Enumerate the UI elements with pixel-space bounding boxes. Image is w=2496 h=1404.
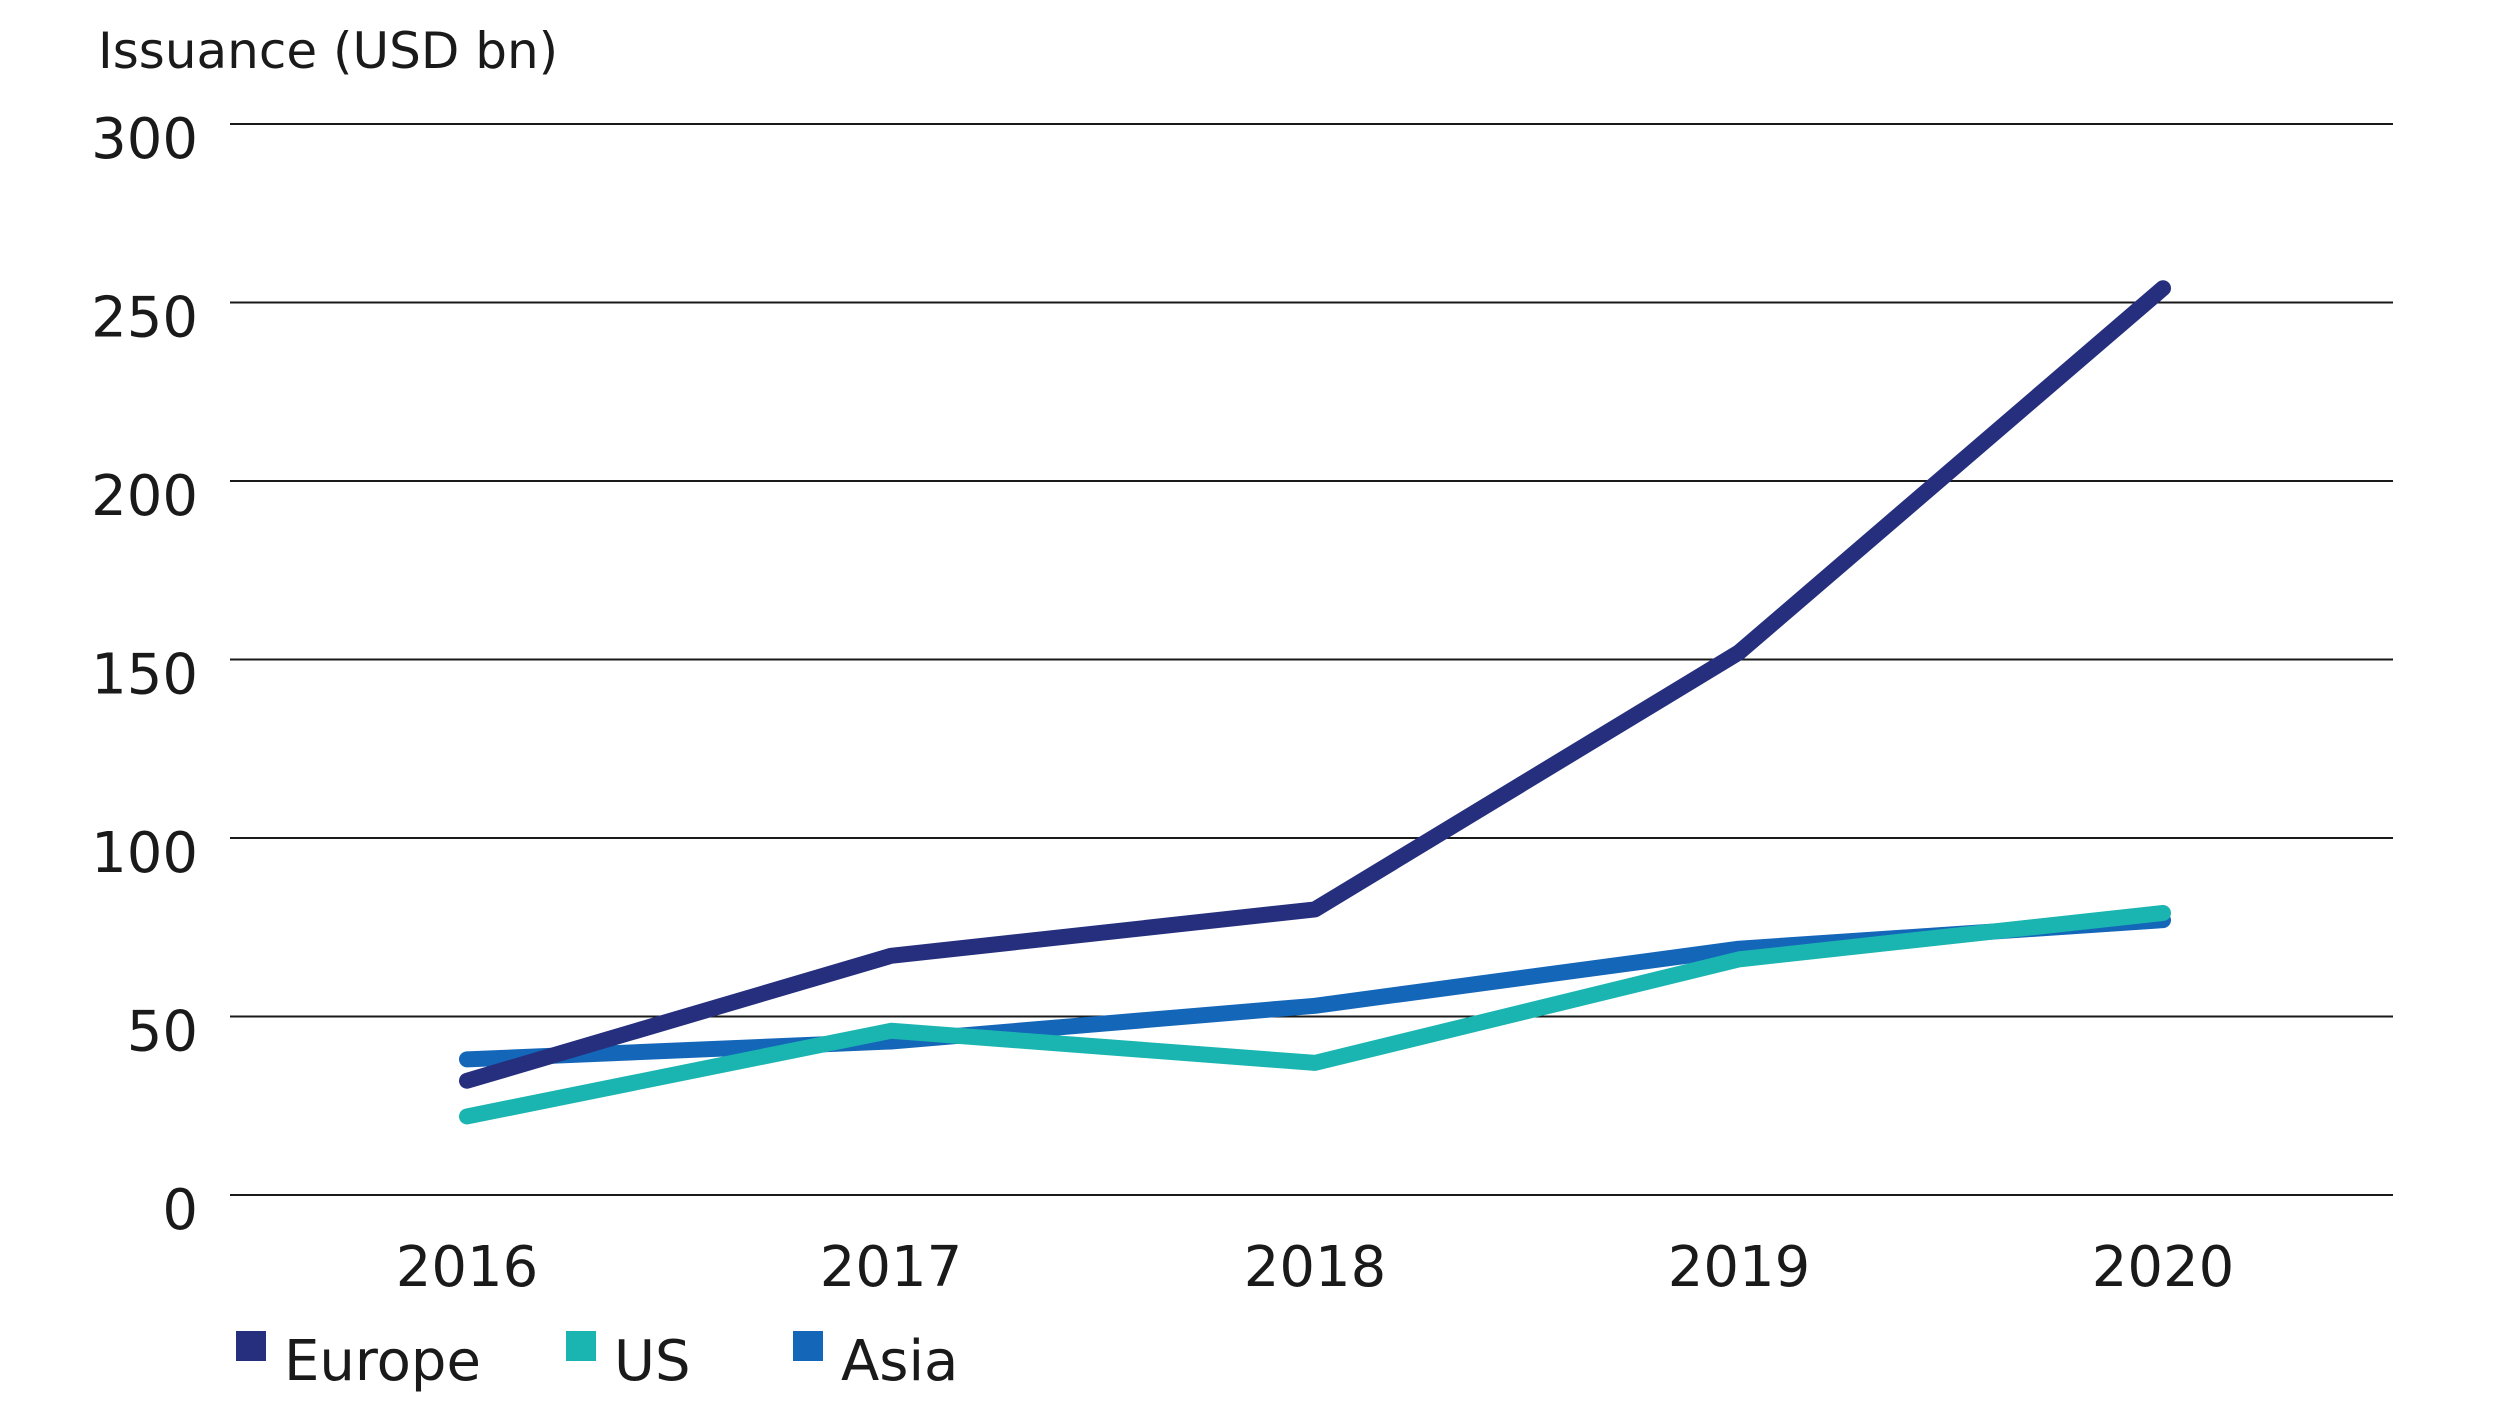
y-tick-label-0: 0 bbox=[162, 1178, 198, 1243]
legend-swatch-us bbox=[566, 1331, 596, 1361]
x-tick-label-2018: 2018 bbox=[1244, 1235, 1387, 1300]
y-axis-title: Issuance (USD bn) bbox=[98, 22, 558, 80]
legend-label-us: US bbox=[614, 1329, 691, 1394]
legend-swatch-asia bbox=[793, 1331, 823, 1361]
y-tick-labels: 0 50 100 150 200 250 300 bbox=[91, 107, 198, 1243]
legend-label-europe: Europe bbox=[284, 1329, 481, 1394]
y-tick-label-150: 150 bbox=[91, 643, 198, 708]
series-lines bbox=[459, 280, 2171, 1125]
legend-swatch-europe bbox=[236, 1331, 266, 1361]
y-tick-label-100: 100 bbox=[91, 821, 198, 886]
legend: Europe US Asia bbox=[236, 1329, 958, 1394]
x-tick-label-2019: 2019 bbox=[1668, 1235, 1811, 1300]
x-tick-label-2020: 2020 bbox=[2092, 1235, 2235, 1300]
y-tick-label-200: 200 bbox=[91, 464, 198, 529]
gridlines bbox=[230, 123, 2393, 1196]
legend-label-asia: Asia bbox=[841, 1329, 958, 1394]
x-tick-labels: 2016 2017 2018 2019 2020 bbox=[396, 1235, 2235, 1300]
y-tick-label-250: 250 bbox=[91, 286, 198, 351]
x-tick-label-2016: 2016 bbox=[396, 1235, 539, 1300]
series-line-us bbox=[459, 904, 2171, 1125]
y-tick-label-50: 50 bbox=[127, 1000, 198, 1065]
y-tick-label-300: 300 bbox=[91, 107, 198, 172]
x-tick-label-2017: 2017 bbox=[820, 1235, 963, 1300]
series-line-europe bbox=[459, 280, 2171, 1089]
